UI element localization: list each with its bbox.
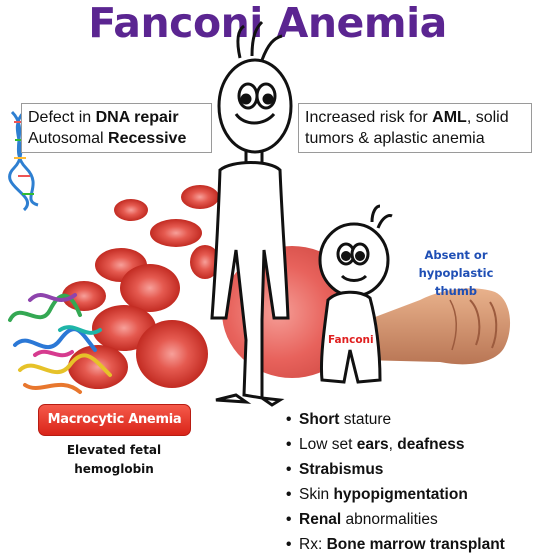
short-cartoon-figure [318, 204, 393, 384]
list-item: • Strabismus [286, 461, 384, 478]
list-item: • Renal abnormalities [286, 511, 438, 528]
dna-repair-line: Defect in DNA repair [28, 109, 179, 126]
features-list: • Short stature • Low set ears, deafness •… [286, 407, 505, 557]
red-blood-cells [62, 185, 220, 389]
red-blood-cell-icon [114, 199, 148, 221]
risk-line-2: tumors & aplastic anemia [305, 130, 485, 147]
list-item: • Short stature [286, 411, 392, 428]
red-blood-cell-icon [120, 264, 180, 312]
list-item: • Skin hypopigmentation [286, 486, 468, 503]
red-blood-cell-icon [181, 185, 219, 209]
macrocytic-anemia-badge: Macrocytic Anemia [38, 404, 191, 436]
inheritance-line: Autosomal Recessive [28, 130, 187, 147]
red-blood-cell-icon [136, 320, 208, 388]
list-item: • Low set ears, deafness [286, 436, 465, 453]
thumb-annotation: Absent or hypoplastic thumb [418, 248, 494, 298]
red-blood-cell-icon [68, 345, 128, 389]
risk-info-box: Increased risk for AML, solid tumors & a… [298, 103, 532, 153]
tall-cartoon-figure [210, 20, 293, 407]
child-figure-label: Fanconi [328, 334, 374, 346]
list-item: • Rx: Bone marrow transplant [286, 536, 505, 553]
protein-ribbon-icon [8, 293, 112, 394]
red-blood-cell-icon [150, 219, 202, 247]
genetics-info-box: Defect in DNA repair Autosomal Recessive [21, 103, 212, 153]
thumb-fist-icon [362, 288, 511, 365]
risk-line-1: Increased risk for AML, solid [305, 109, 509, 126]
page-title: Fanconi Anemia [88, 0, 447, 47]
red-blood-cell-icon [190, 245, 220, 279]
fetal-hemoglobin-note: Elevated fetal hemoglobin [66, 443, 162, 476]
dna-helix-icon [8, 110, 39, 212]
